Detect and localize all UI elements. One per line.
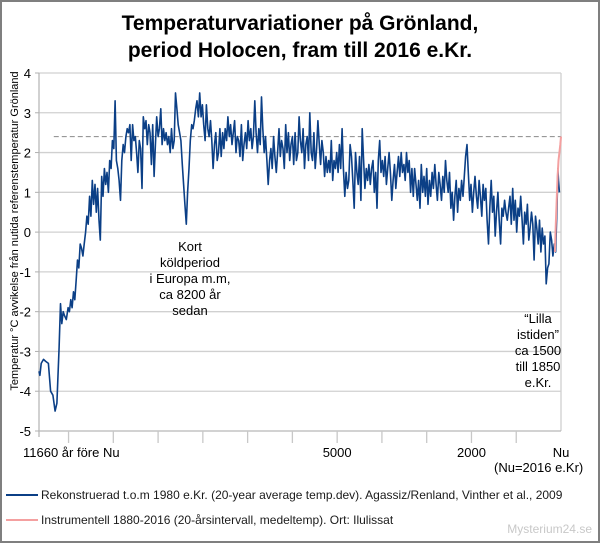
annotation-little-ice-age: “Lilla istiden” ca 1500 till 1850 e.Kr. — [498, 311, 578, 391]
annotation-line: ca 8200 år — [159, 287, 221, 302]
annotation-line: köldperiod — [160, 255, 220, 270]
legend-item-reconstructed: Rekonstruerad t.o.m 1980 e.Kr. (20-year … — [6, 488, 562, 502]
y-tick-label: 3 — [24, 106, 31, 121]
annotation-line: istiden” — [517, 327, 559, 342]
y-tick-label: 1 — [24, 185, 31, 200]
x-ticks: 11660 år före Nu 5000 2000 Nu — [23, 431, 569, 460]
y-tick-label: -3 — [19, 344, 31, 359]
annotation-line: Kort — [178, 239, 202, 254]
x-tick-label: 5000 — [323, 445, 352, 460]
chart-title-line-1: Temperaturvariationer på Grönland, — [121, 12, 479, 35]
y-tick-label: -1 — [19, 265, 31, 280]
y-tick-label: 0 — [24, 225, 31, 240]
legend-label: Rekonstruerad t.o.m 1980 e.Kr. (20-year … — [41, 488, 563, 502]
y-tick-label: -2 — [19, 305, 31, 320]
x-axis-note: (Nu=2016 e.Kr) — [494, 460, 584, 475]
x-tick-label: 11660 år före Nu — [23, 445, 120, 460]
series-group — [38, 92, 562, 412]
annotation-line: e.Kr. — [524, 375, 552, 390]
annotation-line: i Europa m.m, — [149, 271, 231, 286]
legend-swatch-blue — [6, 494, 38, 496]
series-line-instrumental — [553, 136, 562, 253]
y-tick-label: 4 — [24, 66, 31, 81]
annotation-line: sedan — [172, 303, 208, 318]
series-line-reconstructed — [38, 92, 561, 412]
legend-swatch-red — [6, 519, 38, 521]
annotation-line: “Lilla — [524, 311, 552, 326]
grid-lines — [38, 72, 562, 437]
y-tick-label: 2 — [24, 146, 31, 161]
annotation-line: till 1850 — [515, 359, 561, 374]
legend-label: Instrumentell 1880-2016 (20-årsintervall… — [41, 513, 394, 527]
chart-title: Temperaturvariationer på Grönland, perio… — [0, 10, 600, 64]
annotation-cold-period-8200: Kort köldperiod i Europa m.m, ca 8200 år… — [120, 239, 260, 319]
y-ticks: 4 3 2 1 0 -1 -2 -3 -4 -5 — [19, 66, 39, 439]
chart-title-line-2: period Holocen, fram till 2016 e.Kr. — [127, 39, 473, 62]
watermark: Mysterium24.se — [507, 522, 592, 536]
x-tick-label: 2000 — [457, 445, 486, 460]
legend-item-instrumental: Instrumentell 1880-2016 (20-årsintervall… — [6, 513, 393, 527]
annotation-line: ca 1500 — [514, 343, 562, 358]
x-tick-label: Nu — [553, 445, 570, 460]
y-tick-label: -4 — [19, 384, 31, 399]
y-tick-label: -5 — [19, 424, 31, 439]
